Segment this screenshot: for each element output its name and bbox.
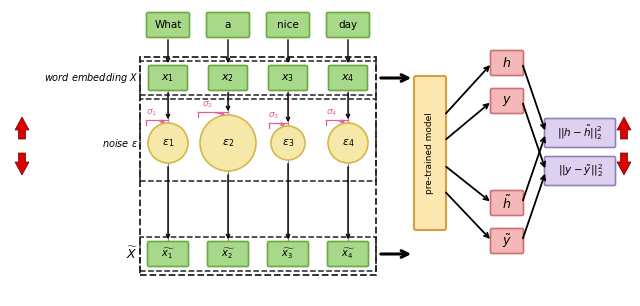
Text: $\widetilde{x_1}$: $\widetilde{x_1}$ xyxy=(161,247,175,261)
Text: word embedding $X$: word embedding $X$ xyxy=(44,71,138,85)
FancyBboxPatch shape xyxy=(207,13,250,38)
FancyBboxPatch shape xyxy=(207,241,248,267)
Polygon shape xyxy=(15,153,29,175)
FancyBboxPatch shape xyxy=(268,241,308,267)
FancyBboxPatch shape xyxy=(545,156,616,185)
Text: pre-trained model: pre-trained model xyxy=(426,112,435,194)
FancyBboxPatch shape xyxy=(209,65,248,91)
Text: $\sigma_1$: $\sigma_1$ xyxy=(147,107,157,118)
FancyBboxPatch shape xyxy=(326,13,369,38)
Text: $\epsilon_3$: $\epsilon_3$ xyxy=(282,137,294,149)
Text: $x_4$: $x_4$ xyxy=(341,72,355,84)
Ellipse shape xyxy=(271,126,305,160)
Text: $x_2$: $x_2$ xyxy=(221,72,234,84)
Text: $||h - \tilde{h}||_2^2$: $||h - \tilde{h}||_2^2$ xyxy=(557,124,603,142)
Text: nice: nice xyxy=(277,20,299,30)
Text: $\epsilon_4$: $\epsilon_4$ xyxy=(342,137,355,149)
Text: $x_3$: $x_3$ xyxy=(282,72,294,84)
Text: $\sigma_4$: $\sigma_4$ xyxy=(326,107,338,118)
FancyBboxPatch shape xyxy=(490,88,524,114)
Text: $x_1$: $x_1$ xyxy=(161,72,175,84)
FancyBboxPatch shape xyxy=(490,50,524,76)
FancyBboxPatch shape xyxy=(328,241,369,267)
Text: $\widetilde{x_2}$: $\widetilde{x_2}$ xyxy=(221,247,235,261)
Text: noise $\epsilon$: noise $\epsilon$ xyxy=(102,137,138,149)
Text: $\widetilde{x_4}$: $\widetilde{x_4}$ xyxy=(341,247,355,261)
Text: What: What xyxy=(154,20,182,30)
Text: $y$: $y$ xyxy=(502,94,512,108)
Text: $h$: $h$ xyxy=(502,56,511,70)
FancyBboxPatch shape xyxy=(328,65,367,91)
Text: $\widetilde{x_3}$: $\widetilde{x_3}$ xyxy=(281,247,295,261)
Text: $\sigma_3$: $\sigma_3$ xyxy=(268,110,279,121)
Ellipse shape xyxy=(200,115,256,171)
Text: $\epsilon_2$: $\epsilon_2$ xyxy=(222,137,234,149)
FancyBboxPatch shape xyxy=(490,191,524,215)
FancyBboxPatch shape xyxy=(269,65,307,91)
Text: $\sigma_2$: $\sigma_2$ xyxy=(202,99,214,110)
Text: $\epsilon_1$: $\epsilon_1$ xyxy=(162,137,174,149)
Text: $||y - \tilde{y}||_2^2$: $||y - \tilde{y}||_2^2$ xyxy=(557,162,602,179)
Text: $\tilde{h}$: $\tilde{h}$ xyxy=(502,194,511,212)
Polygon shape xyxy=(617,117,631,139)
Text: day: day xyxy=(339,20,358,30)
FancyBboxPatch shape xyxy=(147,13,189,38)
Text: a: a xyxy=(225,20,231,30)
Polygon shape xyxy=(617,153,631,175)
FancyBboxPatch shape xyxy=(147,241,189,267)
Ellipse shape xyxy=(148,123,188,163)
FancyBboxPatch shape xyxy=(148,65,188,91)
Text: $\widetilde{X}$: $\widetilde{X}$ xyxy=(126,246,138,262)
FancyBboxPatch shape xyxy=(414,76,446,230)
FancyBboxPatch shape xyxy=(545,118,616,147)
Text: $\tilde{y}$: $\tilde{y}$ xyxy=(502,232,512,250)
Ellipse shape xyxy=(328,123,368,163)
FancyBboxPatch shape xyxy=(490,229,524,253)
Polygon shape xyxy=(15,117,29,139)
FancyBboxPatch shape xyxy=(266,13,310,38)
